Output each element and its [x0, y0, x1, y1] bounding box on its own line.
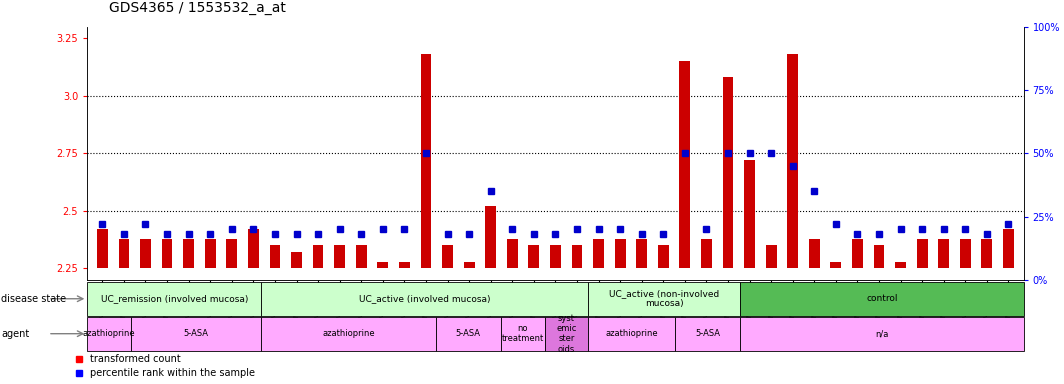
Bar	[680, 61, 691, 268]
Bar	[676, 317, 741, 351]
Bar	[334, 245, 345, 268]
Bar	[787, 55, 798, 268]
Bar	[269, 245, 280, 268]
Bar	[87, 317, 131, 351]
Bar	[701, 238, 712, 268]
Bar	[140, 238, 151, 268]
Bar	[399, 262, 410, 268]
Text: percentile rank within the sample: percentile rank within the sample	[89, 368, 255, 378]
Text: no
treatment: no treatment	[501, 324, 544, 343]
Bar	[981, 238, 993, 268]
Text: UC_remission (involved mucosa): UC_remission (involved mucosa)	[101, 294, 248, 303]
Bar	[313, 245, 323, 268]
Text: 5-ASA: 5-ASA	[184, 329, 209, 338]
Bar	[874, 245, 884, 268]
Text: agent: agent	[1, 329, 30, 339]
Bar	[131, 317, 262, 351]
Bar	[464, 262, 475, 268]
Bar	[545, 317, 588, 351]
Bar	[227, 238, 237, 268]
Bar	[852, 238, 863, 268]
Bar	[435, 317, 501, 351]
Bar	[485, 206, 496, 268]
Bar	[506, 238, 518, 268]
Text: n/a: n/a	[876, 329, 888, 338]
Bar	[744, 160, 755, 268]
Bar	[378, 262, 388, 268]
Bar	[809, 238, 819, 268]
Bar	[97, 229, 107, 268]
Bar	[205, 238, 216, 268]
Text: control: control	[866, 294, 898, 303]
Text: azathioprine: azathioprine	[605, 329, 658, 338]
Bar	[960, 238, 970, 268]
Bar	[529, 245, 539, 268]
Text: transformed count: transformed count	[89, 354, 181, 364]
Bar	[292, 252, 302, 268]
Bar	[162, 238, 172, 268]
Bar	[1003, 229, 1014, 268]
Bar	[938, 238, 949, 268]
Bar	[766, 245, 777, 268]
Text: 5-ASA: 5-ASA	[696, 329, 720, 338]
Bar	[443, 245, 453, 268]
Bar	[895, 262, 905, 268]
Bar	[741, 282, 1024, 316]
Bar	[588, 282, 741, 316]
Bar	[722, 78, 733, 268]
Bar	[550, 245, 561, 268]
Bar	[118, 238, 130, 268]
Bar	[658, 245, 668, 268]
Bar	[831, 262, 842, 268]
Bar	[420, 55, 431, 268]
Text: azathioprine: azathioprine	[83, 329, 135, 338]
Bar	[262, 317, 435, 351]
Text: UC_active (non-involved
mucosa): UC_active (non-involved mucosa)	[610, 289, 719, 308]
Text: GDS4365 / 1553532_a_at: GDS4365 / 1553532_a_at	[109, 2, 285, 15]
Bar	[917, 238, 928, 268]
Bar	[183, 238, 194, 268]
Text: azathioprine: azathioprine	[322, 329, 375, 338]
Bar	[615, 238, 626, 268]
Bar	[355, 245, 367, 268]
Text: syst
emic
ster
oids: syst emic ster oids	[556, 314, 577, 354]
Text: disease state: disease state	[1, 294, 66, 304]
Bar	[741, 317, 1024, 351]
Text: UC_active (involved mucosa): UC_active (involved mucosa)	[359, 294, 491, 303]
Bar	[87, 282, 262, 316]
Bar	[262, 282, 588, 316]
Bar	[248, 229, 259, 268]
Bar	[588, 317, 676, 351]
Bar	[571, 245, 582, 268]
Bar	[636, 238, 647, 268]
Text: 5-ASA: 5-ASA	[455, 329, 481, 338]
Bar	[501, 317, 545, 351]
Bar	[593, 238, 604, 268]
